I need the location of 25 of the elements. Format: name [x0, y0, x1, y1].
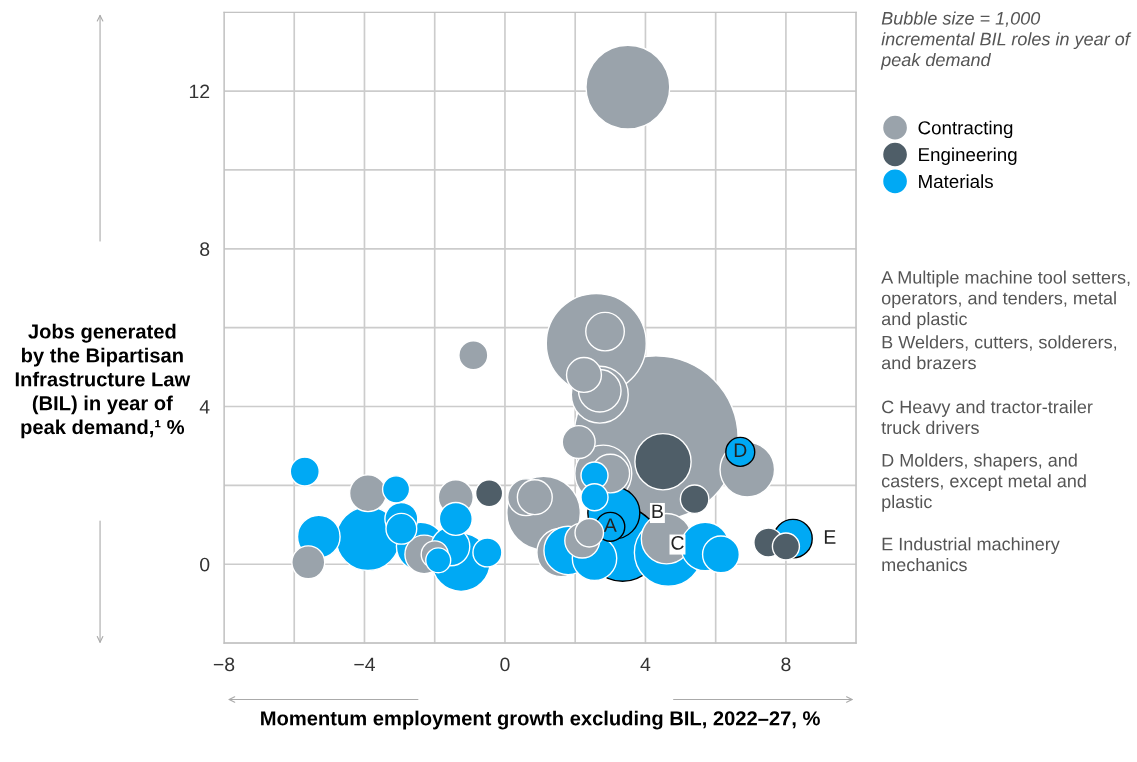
- x-tick-label: −4: [354, 657, 375, 672]
- y-tick-label: 12: [189, 84, 210, 99]
- legend-label: Materials: [919, 174, 993, 189]
- legend-label: Contracting: [918, 120, 1013, 139]
- annotation: D: [734, 443, 747, 457]
- annotation: C: [671, 535, 684, 550]
- y-axis-title: Jobs generated by the Bipartisan Infrastructure Law (BIL) in year of peak demand,¹ %: [15, 323, 191, 439]
- text: Bubble size = 1,000 incremental BIL roles in year of peak demand: [880, 11, 1132, 70]
- text: A Multiple machine tool setters, operators, and tenders, metal and plastic: [881, 270, 1130, 329]
- y-tick-label: 4: [199, 400, 210, 414]
- x-axis-title: Momentum employment growth excluding BIL, 2022–27, %: [261, 710, 820, 730]
- x-tick-label: −8: [213, 657, 235, 672]
- annotation: E: [824, 530, 836, 544]
- x-tick-label: 0: [500, 657, 510, 672]
- legend-label: Engineering: [919, 147, 1017, 165]
- text: C Heavy and tractor-trailer truck drivers: [881, 400, 1093, 435]
- annotation: A: [603, 518, 617, 532]
- x-tick-label: 8: [781, 657, 791, 672]
- x-tick-label: 4: [640, 657, 651, 672]
- text: E Industrial machinery mechanics: [882, 537, 1060, 572]
- y-tick-label: 0: [200, 557, 210, 572]
- text: D Molders, shapers, and casters, except metal and plastic: [881, 453, 1086, 512]
- y-tick-label: 8: [200, 242, 210, 257]
- text: B Welders, cutters, solderers, and brazers: [881, 335, 1117, 370]
- annotation: B: [652, 504, 663, 519]
